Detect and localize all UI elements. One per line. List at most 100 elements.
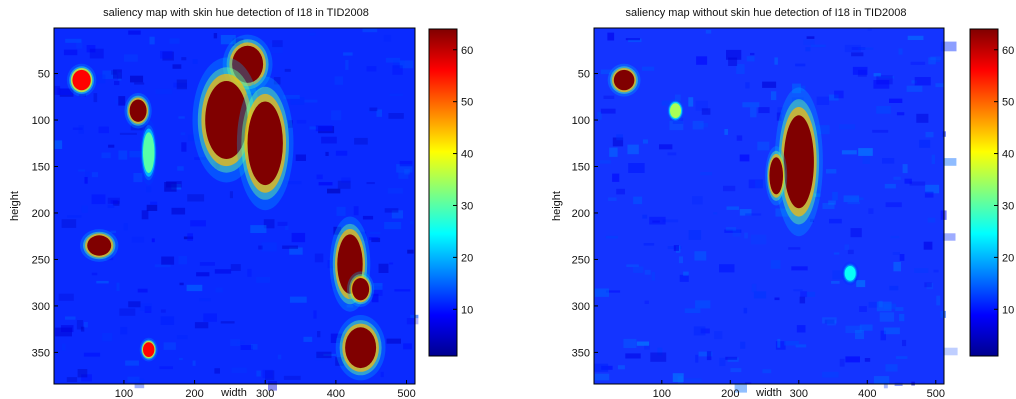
texture-speckle (898, 48, 903, 55)
texture-speckle (724, 229, 742, 233)
texture-speckle (149, 36, 155, 45)
texture-speckle (816, 190, 821, 199)
texture-speckle (909, 181, 926, 186)
texture-speckle (725, 227, 737, 231)
colorbar-tick-label: 30 (1002, 200, 1014, 212)
texture-speckle (108, 144, 115, 148)
texture-speckle (832, 191, 838, 201)
texture-speckle (65, 316, 76, 320)
texture-speckle (317, 331, 321, 338)
texture-speckle (705, 29, 712, 34)
texture-speckle (173, 82, 188, 88)
texture-speckle (164, 182, 177, 192)
texture-speckle (795, 344, 807, 348)
texture-speckle (688, 97, 694, 107)
texture-speckle (770, 260, 781, 269)
texture-speckle (674, 94, 681, 101)
texture-speckle (880, 330, 886, 341)
texture-speckle (139, 303, 152, 312)
texture-speckle (323, 353, 337, 356)
texture-speckle (623, 338, 637, 348)
texture-speckle (914, 77, 931, 86)
texture-speckle (282, 245, 298, 249)
texture-speckle (940, 310, 946, 318)
texture-speckle (91, 272, 98, 276)
texture-speckle (362, 28, 378, 33)
texture-speckle (775, 208, 792, 217)
texture-speckle (678, 256, 683, 264)
texture-speckle (806, 291, 816, 297)
texture-speckle (369, 231, 381, 234)
texture-speckle (928, 57, 936, 65)
texture-speckle (398, 171, 409, 179)
texture-speckle (753, 291, 767, 299)
texture-speckle (98, 126, 109, 134)
texture-speckle (327, 260, 338, 269)
texture-speckle (700, 172, 713, 176)
salient-region-shape (670, 103, 681, 119)
texture-speckle (642, 66, 655, 71)
texture-speckle (726, 49, 742, 60)
texture-speckle (118, 150, 128, 160)
texture-speckle (796, 325, 806, 333)
texture-speckle (285, 225, 289, 230)
texture-speckle (407, 249, 414, 254)
texture-speckle (353, 206, 359, 216)
texture-speckle (882, 158, 895, 164)
texture-speckle (145, 186, 152, 193)
texture-speckle (885, 364, 898, 372)
texture-speckle (855, 330, 864, 340)
y-tick-label: 250 (32, 254, 50, 266)
texture-speckle (384, 222, 402, 230)
texture-speckle (803, 39, 815, 46)
salient-region (765, 146, 788, 206)
texture-speckle (605, 235, 618, 239)
texture-speckle (902, 339, 907, 347)
texture-speckle (399, 160, 413, 167)
texture-speckle (91, 172, 98, 178)
texture-speckle (162, 51, 174, 61)
texture-speckle (345, 60, 349, 70)
texture-speckle (112, 200, 120, 206)
texture-speckle (399, 60, 414, 69)
texture-speckle (169, 38, 180, 44)
panel-2-salient-regions (607, 63, 859, 286)
texture-speckle (118, 96, 126, 106)
texture-speckle (78, 125, 85, 134)
texture-speckle (237, 341, 245, 344)
texture-speckle (625, 38, 640, 41)
texture-speckle (904, 178, 912, 184)
texture-speckle (600, 160, 611, 164)
panel-1-heatmap (53, 27, 419, 391)
texture-speckle (76, 39, 83, 49)
texture-speckle (606, 290, 621, 293)
texture-speckle (889, 285, 899, 291)
texture-speckle (203, 313, 217, 322)
texture-speckle (334, 76, 343, 85)
texture-speckle (130, 75, 144, 83)
texture-speckle (367, 109, 383, 114)
texture-speckle (829, 218, 842, 224)
texture-speckle (899, 254, 905, 261)
colorbar-tick-label: 40 (461, 149, 473, 161)
texture-speckle (822, 203, 835, 209)
texture-speckle (728, 57, 738, 66)
salient-region (139, 337, 158, 362)
texture-speckle (673, 245, 679, 251)
texture-speckle (876, 106, 891, 114)
texture-speckle (694, 251, 707, 261)
texture-speckle (936, 295, 941, 306)
texture-speckle (927, 217, 936, 223)
salient-region (774, 87, 823, 237)
texture-speckle (826, 169, 837, 174)
texture-speckle (263, 219, 275, 229)
texture-speckle (923, 241, 933, 250)
texture-speckle (799, 85, 806, 92)
texture-speckle (662, 219, 679, 223)
texture-speckle (128, 30, 141, 35)
texture-speckle (608, 197, 617, 201)
colorbar-tick-label: 50 (1002, 97, 1014, 109)
texture-speckle (719, 357, 726, 367)
texture-speckle (933, 269, 939, 273)
texture-speckle (743, 307, 748, 314)
